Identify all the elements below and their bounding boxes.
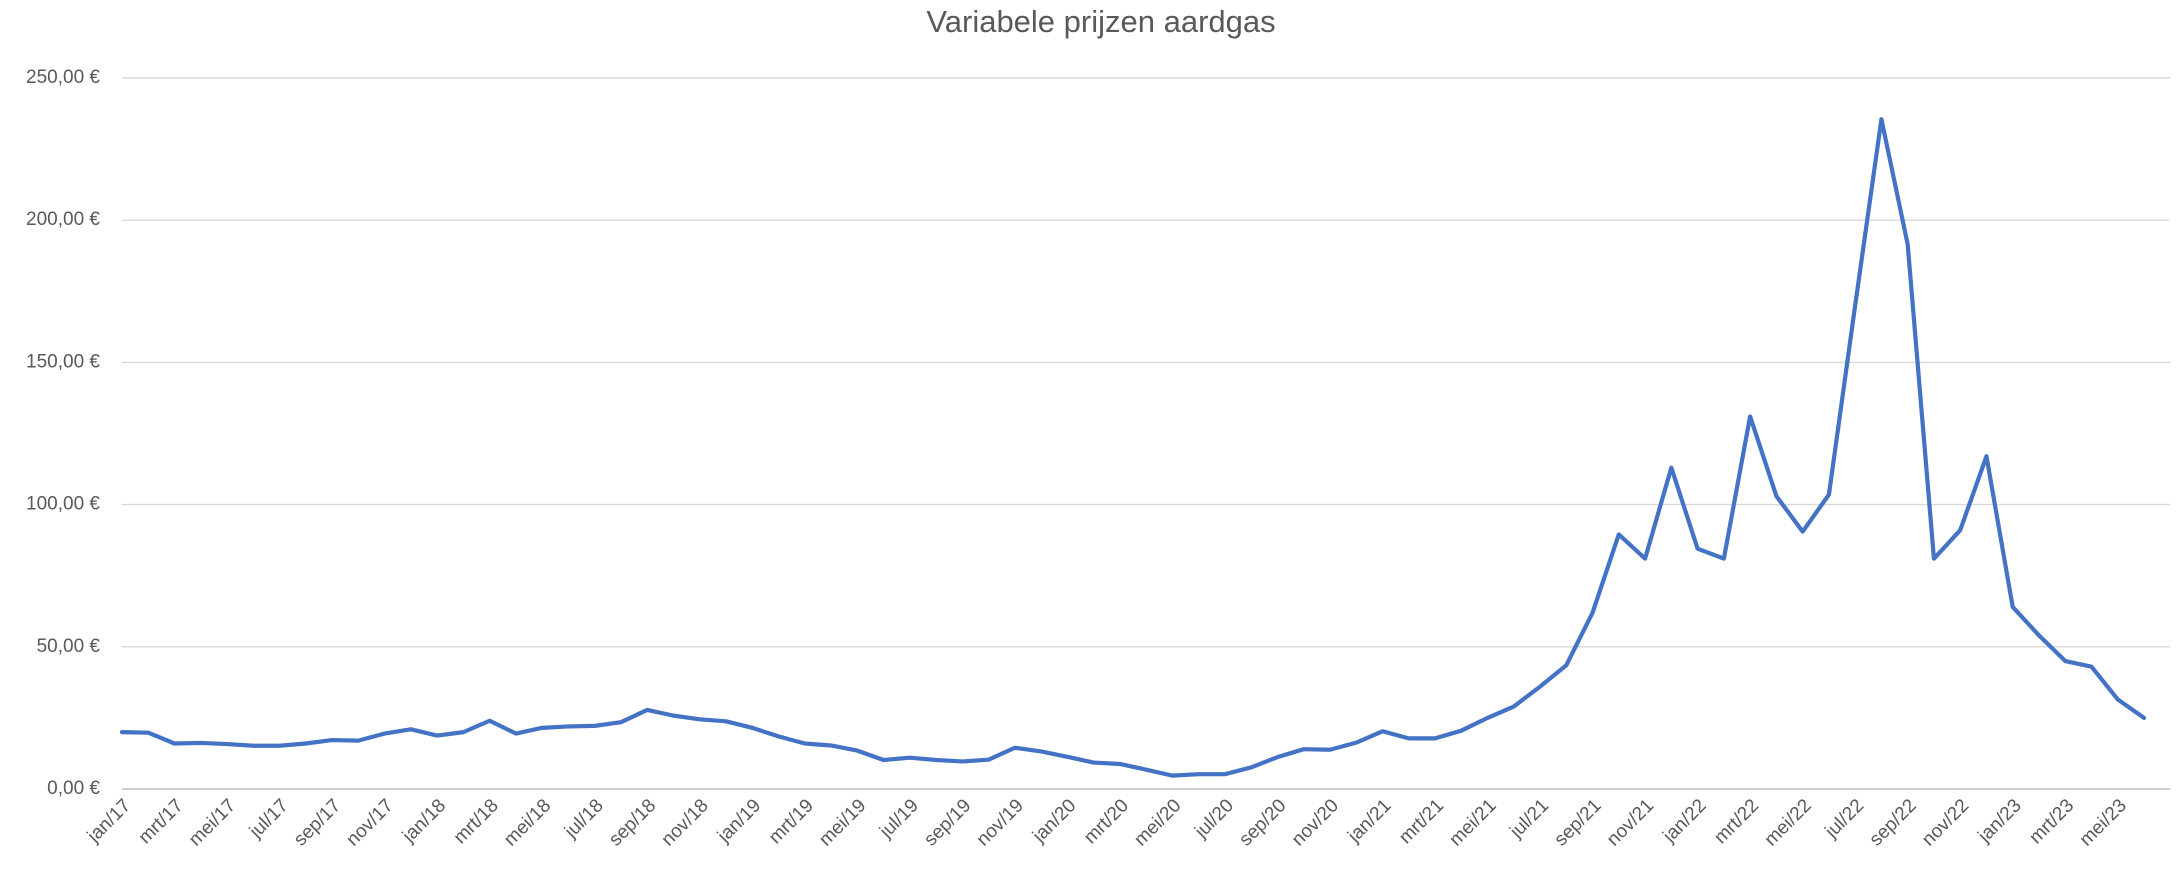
- x-tick-label: mrt/23: [2025, 795, 2078, 848]
- x-tick-label: sep/18: [605, 795, 660, 850]
- x-tick-label: nov/20: [1288, 795, 1343, 850]
- x-tick-label: sep/17: [290, 795, 345, 850]
- x-tick-label: mei/23: [2076, 795, 2131, 850]
- x-tick-label: mrt/18: [450, 795, 503, 848]
- x-tick-label: mei/17: [185, 795, 240, 850]
- x-tick-label: mei/19: [815, 795, 870, 850]
- data-line: [119, 117, 2147, 778]
- x-tick-label: mei/20: [1130, 795, 1185, 850]
- x-tick-label: mrt/21: [1395, 795, 1448, 848]
- x-tick-label: sep/20: [1235, 795, 1290, 850]
- y-tick-label: 250,00 €: [26, 67, 100, 88]
- x-tick-label: jul/18: [560, 795, 608, 843]
- x-tick-label: mei/21: [1445, 795, 1500, 850]
- x-tick-label: nov/22: [1918, 795, 1973, 850]
- x-tick-label: sep/22: [1866, 795, 1921, 850]
- x-tick-label: jan/22: [1659, 795, 1711, 847]
- x-tick-label: mrt/19: [765, 795, 818, 848]
- x-tick-label: mei/22: [1761, 795, 1816, 850]
- x-tick-label: jul/21: [1505, 795, 1553, 843]
- x-tick-label: jan/23: [1974, 795, 2026, 847]
- y-tick-label: 50,00 €: [37, 636, 101, 657]
- x-tick-label: nov/17: [342, 795, 397, 850]
- x-tick-label: mei/18: [500, 795, 555, 850]
- y-tick-label: 200,00 €: [26, 209, 100, 230]
- x-tick-label: jan/17: [83, 795, 135, 847]
- x-tick-label: nov/21: [1603, 795, 1658, 850]
- x-tick-label: mrt/20: [1080, 795, 1133, 848]
- x-tick-label: jan/21: [1343, 795, 1395, 847]
- x-tick-label: mrt/17: [135, 795, 188, 848]
- x-tick-label: jan/18: [398, 795, 450, 847]
- x-tick-label: jul/19: [875, 795, 923, 843]
- x-tick-label: sep/19: [920, 795, 975, 850]
- y-tick-label: 0,00 €: [47, 778, 100, 799]
- x-tick-label: mrt/22: [1710, 795, 1763, 848]
- y-tick-label: 100,00 €: [26, 494, 100, 515]
- x-tick-label: sep/21: [1550, 795, 1605, 850]
- x-tick-label: jul/22: [1821, 795, 1869, 843]
- chart-title: Variabele prijzen aardgas: [926, 4, 1275, 39]
- x-tick-label: jan/19: [713, 795, 765, 847]
- x-tick-label: nov/19: [973, 795, 1028, 850]
- x-tick-label: jan/20: [1028, 795, 1080, 847]
- x-tick-label: jul/20: [1190, 795, 1238, 843]
- x-tick-label: nov/18: [658, 795, 713, 850]
- x-tick-label: jul/17: [245, 795, 293, 843]
- y-tick-label: 150,00 €: [26, 351, 100, 372]
